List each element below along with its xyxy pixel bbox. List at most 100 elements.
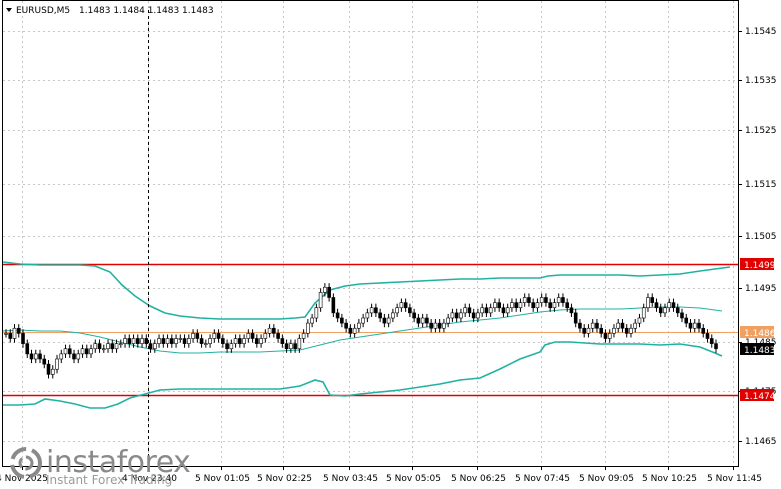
- instaforex-swirl-icon: [10, 447, 42, 479]
- candle-body: [280, 338, 285, 344]
- candle-body: [301, 333, 306, 339]
- candle-body: [518, 302, 523, 309]
- plot-frame: [2, 0, 739, 467]
- time-tick-label: 5 Nov 02:25: [257, 474, 312, 484]
- candle-body: [259, 338, 263, 344]
- candle-body: [335, 312, 340, 319]
- candle-body: [314, 307, 319, 319]
- candle-body: [297, 338, 302, 350]
- candle-body: [191, 333, 195, 339]
- candle-body: [42, 358, 47, 365]
- brand-name: instaforex: [46, 445, 191, 480]
- candle-body: [25, 343, 30, 355]
- candle-body: [318, 292, 323, 309]
- candle-body: [8, 333, 13, 339]
- time-axis: 4 Nov 2025 4 Nov 23:40 5 Nov 01:05 5 Nov 02…: [0, 466, 762, 484]
- candle-body: [76, 353, 81, 360]
- candle-body: [221, 338, 225, 344]
- candle-body: [471, 312, 476, 319]
- time-tick-label: 5 Nov 09:05: [579, 474, 634, 484]
- candle-body: [395, 307, 399, 314]
- candle-body: [616, 322, 621, 329]
- candle-body: [310, 317, 314, 324]
- candle-body: [641, 307, 646, 319]
- candle-body: [624, 327, 629, 334]
- candle-body: [705, 333, 710, 339]
- candle-body: [208, 338, 212, 344]
- time-tick-label: 4 Nov 2025: [0, 474, 48, 484]
- candle-body: [425, 317, 429, 324]
- candle-body: [446, 317, 450, 324]
- candle-body: [539, 297, 544, 303]
- candle-body: [250, 333, 255, 339]
- candle-body: [633, 322, 638, 329]
- candle-body: [607, 333, 612, 339]
- candle-body: [63, 348, 68, 355]
- candle-body: [488, 307, 493, 314]
- candle-body: [569, 307, 574, 314]
- candle-body: [369, 307, 374, 314]
- candle-body: [412, 312, 416, 319]
- candle-body: [650, 297, 655, 303]
- candle-body: [123, 338, 127, 344]
- bollinger-lower-band: [3, 341, 723, 409]
- current-price-text: 1.1483: [744, 346, 776, 356]
- candle-body: [612, 327, 616, 334]
- candle-body: [50, 368, 55, 375]
- candle-body: [352, 327, 357, 334]
- candle-body: [16, 327, 21, 334]
- candle-body: [135, 338, 140, 344]
- dropdown-triangle-icon[interactable]: [6, 8, 12, 12]
- candle-body: [505, 307, 510, 314]
- candle-body: [454, 312, 459, 319]
- resistance-badge-text: 1.1499: [744, 261, 776, 271]
- candle-body: [93, 343, 98, 350]
- candle-body: [178, 338, 183, 340]
- candle-body: [420, 317, 425, 324]
- candle-body: [187, 338, 191, 344]
- candle-body: [361, 317, 365, 324]
- current-price-badge: 1.1483: [740, 343, 776, 356]
- candle-body: [340, 317, 344, 324]
- candle-body: [620, 322, 625, 329]
- candle-body: [493, 302, 497, 309]
- price-tick-label: 1.1515: [745, 180, 777, 190]
- candle-body: [272, 327, 276, 334]
- candle-body: [289, 343, 293, 350]
- candle-body: [416, 317, 421, 324]
- candle-body: [399, 302, 404, 309]
- candle-body: [531, 302, 535, 309]
- candle-body: [144, 338, 149, 344]
- candle-body: [595, 322, 599, 329]
- candle-body: [463, 307, 467, 314]
- time-tick-label: 5 Nov 05:05: [386, 474, 441, 484]
- candle-body: [204, 343, 208, 345]
- candle-body: [242, 338, 246, 344]
- candle-body: [688, 322, 693, 329]
- candle-body: [433, 322, 438, 329]
- candle-body: [527, 297, 531, 303]
- candle-body: [556, 297, 561, 303]
- candle-body: [582, 327, 587, 334]
- title-bar: EURUSD,M5 1.1483 1.1484 1.1483 1.1483: [6, 6, 214, 16]
- candle-body: [327, 286, 331, 298]
- candle-body: [374, 307, 378, 314]
- price-tick-label: 1.1535: [745, 76, 777, 86]
- candle-body: [510, 302, 514, 309]
- candle-body: [501, 307, 506, 314]
- candle-body: [67, 348, 72, 355]
- candle-body: [442, 322, 446, 329]
- candle-body: [165, 338, 170, 344]
- candle-body: [573, 312, 578, 324]
- candle-body: [131, 338, 136, 344]
- candle-body: [357, 322, 361, 329]
- candle-body: [118, 343, 123, 345]
- candle-body: [714, 343, 718, 350]
- candle-body: [97, 343, 102, 350]
- candle-body: [692, 322, 697, 329]
- ohlc-values: 1.1483 1.1484 1.1483 1.1483: [79, 6, 214, 16]
- candle-body: [663, 307, 667, 314]
- candle-body: [637, 317, 642, 324]
- time-tick-label: 4 Nov 23:40: [122, 474, 177, 484]
